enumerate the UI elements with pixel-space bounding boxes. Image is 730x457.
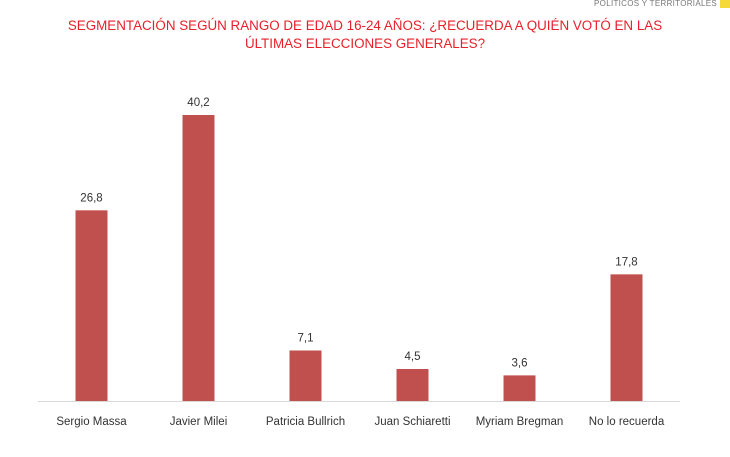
data-label: 4,5 — [405, 351, 421, 363]
bar — [503, 375, 536, 401]
bar — [75, 210, 108, 401]
bar — [396, 368, 429, 401]
data-label: 26,8 — [80, 192, 102, 204]
data-label: 3,6 — [512, 357, 528, 369]
data-label: 40,2 — [187, 97, 209, 109]
chart-title: SEGMENTACIÓN SEGÚN RANGO DE EDAD 16-24 A… — [0, 17, 730, 53]
bar — [289, 350, 322, 401]
category-label: Javier Milei — [170, 416, 228, 428]
category-label: Sergio Massa — [56, 416, 127, 428]
bar — [182, 115, 215, 401]
bar — [610, 274, 643, 401]
category-label: Juan Schiaretti — [374, 416, 450, 428]
chart-title-line-1: SEGMENTACIÓN SEGÚN RANGO DE EDAD 16-24 A… — [67, 18, 663, 33]
category-label: Patricia Bullrich — [266, 416, 345, 428]
chart-title-line-2: ÚLTIMAS ELECCIONES GENERALES? — [244, 36, 486, 51]
data-label: 7,1 — [298, 332, 314, 344]
data-label: 17,8 — [615, 256, 637, 268]
category-label: No lo recuerda — [589, 416, 665, 428]
header-accent-square — [720, 0, 730, 8]
header-tag-text: POLÍTICOS Y TERRITORIALES — [594, 0, 717, 8]
category-label: Myriam Bregman — [476, 416, 564, 428]
header-tag: POLÍTICOS Y TERRITORIALES — [594, 0, 730, 8]
